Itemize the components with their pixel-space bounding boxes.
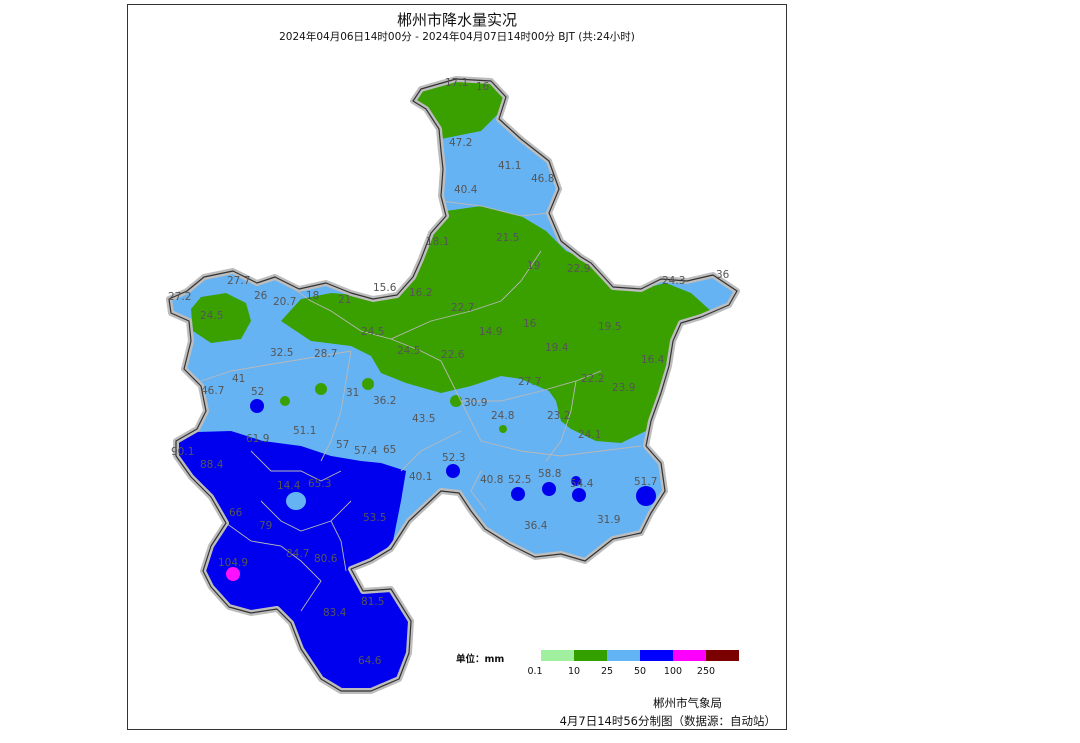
station-label: 24.8: [491, 410, 514, 422]
rainfall-map: 17.1 16 47.2 41.1 46.8 40.4 18.1 21.5 19…: [128, 5, 786, 729]
legend-swatch: [673, 650, 706, 661]
station-label: 32.5: [270, 347, 293, 359]
station-label: 61.9: [246, 433, 269, 445]
station-label: 22.2: [581, 373, 604, 385]
station-label: 22.6: [441, 349, 465, 361]
station-label: 31: [346, 387, 359, 399]
station-label: 54.4: [570, 478, 594, 490]
station-label: 52: [251, 386, 264, 398]
legend-tick: 0.1: [527, 666, 543, 677]
station-label: 83.4: [323, 607, 347, 619]
map-frame: 郴州市降水量实况 2024年04月06日14时00分 - 2024年04月07日…: [127, 4, 787, 730]
station-label: 14.9: [479, 326, 502, 338]
station-label: 27.7: [518, 376, 541, 388]
map-title: 郴州市降水量实况: [396, 11, 517, 29]
station-label: 28.7: [314, 348, 337, 360]
legend-swatch: [607, 650, 640, 661]
station-label: 57: [336, 439, 349, 451]
station-label: 23.9: [612, 382, 635, 394]
station-label: 41.1: [498, 160, 521, 172]
station-label: 64.6: [358, 655, 382, 667]
station-label: 65: [383, 444, 396, 456]
station-labels: 17.1 16 47.2 41.1 46.8 40.4 18.1 21.5 19…: [168, 77, 730, 667]
station-label: 81.5: [361, 596, 384, 608]
station-label: 88.4: [200, 459, 224, 471]
zone-10-25-central: [281, 206, 711, 443]
station-label: 21: [338, 294, 351, 306]
station-label: 46.8: [531, 173, 554, 185]
station-label: 65.3: [308, 478, 331, 490]
station-label: 40.4: [454, 184, 478, 196]
station-label: 14.4: [277, 480, 301, 492]
station-label: 26: [254, 290, 268, 302]
station-label: 51.7: [634, 476, 657, 488]
station-label: 24.1: [578, 429, 601, 441]
station-label: 47.2: [449, 137, 472, 149]
legend-unit-label: 单位：mm: [456, 654, 505, 665]
station-label: 16: [523, 318, 537, 330]
station-label: 24.3: [662, 275, 685, 287]
station-label: 18.1: [426, 236, 449, 248]
station-label: 43.5: [412, 413, 435, 425]
station-label: 20.7: [273, 296, 296, 308]
legend-tick: 100: [663, 666, 683, 677]
legend-swatch: [541, 650, 574, 661]
zone-100-250: [226, 567, 240, 581]
station-label: 18: [306, 290, 319, 302]
station-label: 58.8: [538, 468, 561, 480]
station-label: 19.5: [598, 321, 621, 333]
station-label: 52.3: [442, 452, 465, 464]
station-label: 22.9: [567, 263, 590, 275]
station-label: 16.4: [641, 354, 665, 366]
station-label: 90.1: [171, 446, 194, 458]
legend-tick: 10: [567, 666, 581, 677]
credit-timestamp: 4月7日14时56分制图（数据源：自动站）: [559, 714, 776, 728]
station-label: 66: [229, 507, 243, 519]
legend-swatch: [640, 650, 673, 661]
station-label: 23.2: [547, 410, 570, 422]
credit-agency: 郴州市气象局: [653, 696, 722, 710]
station-label: 22.7: [451, 302, 474, 314]
station-label: 27.7: [227, 275, 250, 287]
station-label: 80.6: [314, 553, 338, 565]
legend-tick: 250: [696, 666, 716, 677]
station-label: 36.4: [524, 520, 548, 532]
legend-color-bar: [541, 650, 739, 661]
station-label: 36.2: [373, 395, 396, 407]
station-label: 21.5: [496, 232, 519, 244]
legend-tick: 25: [600, 666, 614, 677]
map-subtitle: 2024年04月06日14时00分 - 2024年04月07日14时00分 BJ…: [279, 31, 635, 43]
station-label: 19.4: [545, 342, 569, 354]
station-label: 104.9: [218, 557, 248, 569]
station-label: 24.5: [397, 345, 420, 357]
station-label: 52.5: [508, 474, 531, 486]
station-label: 16.2: [409, 287, 432, 299]
station-label: 36: [716, 269, 730, 281]
station-label: 46.7: [201, 385, 224, 397]
legend-tick: 50: [633, 666, 647, 677]
station-label: 27.2: [168, 291, 191, 303]
station-label: 17.1: [445, 77, 468, 89]
legend-swatch: [706, 650, 739, 661]
station-label: 16: [476, 81, 490, 93]
station-label: 30.9: [464, 397, 487, 409]
station-label: 24.5: [200, 310, 223, 322]
station-label: 15.6: [373, 282, 397, 294]
station-label: 79: [259, 520, 272, 532]
station-label: 40.8: [480, 474, 503, 486]
zone-10-25-west: [191, 293, 251, 343]
station-label: 40.1: [409, 471, 432, 483]
station-label: 31.9: [597, 514, 620, 526]
station-label: 84.7: [286, 548, 309, 560]
legend-swatch: [574, 650, 607, 661]
station-label: 19: [527, 260, 540, 272]
station-label: 41: [232, 373, 245, 385]
rainfall-zones: [169, 79, 737, 691]
station-label: 57.4: [354, 445, 378, 457]
county-boundaries: [200, 200, 642, 612]
zone-25-50: [169, 79, 737, 691]
station-label: 51.1: [293, 425, 316, 437]
station-label: 24.5: [361, 326, 384, 338]
station-label: 53.5: [363, 512, 386, 524]
